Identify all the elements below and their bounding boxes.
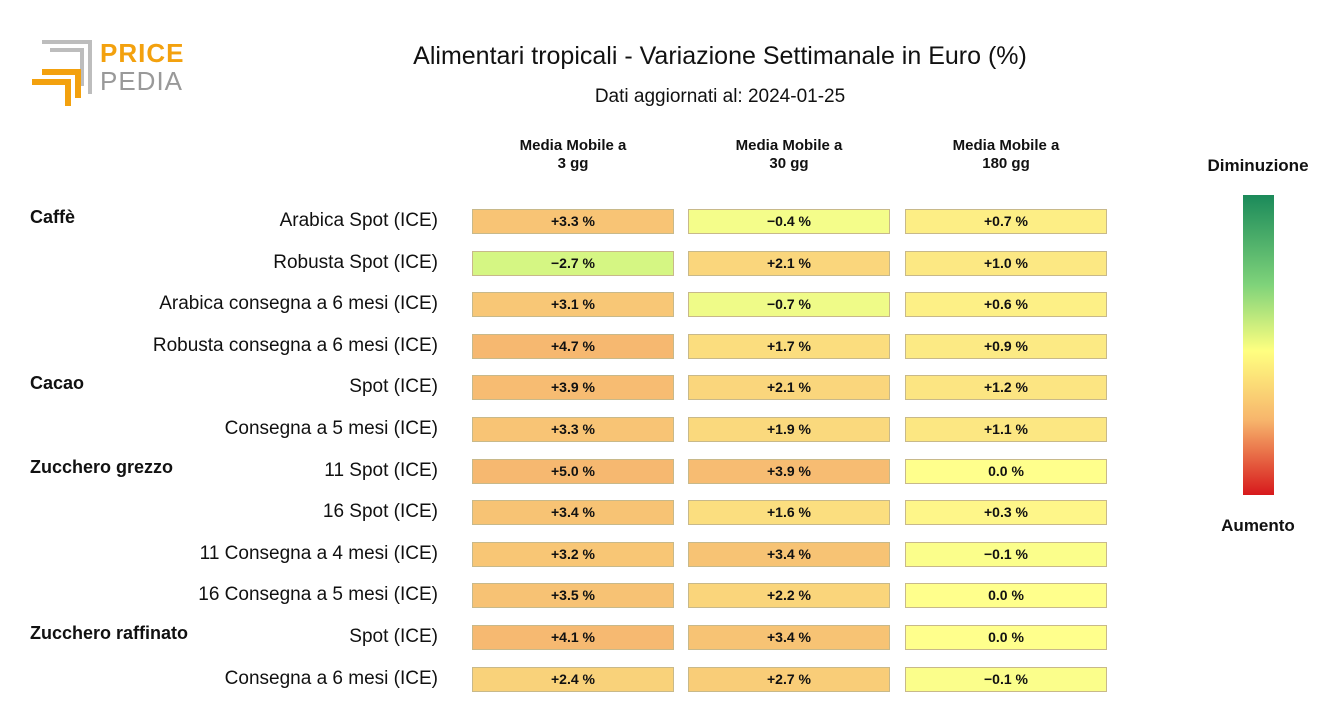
heat-cell: +3.3 % <box>472 417 674 442</box>
row-label: Arabica Spot (ICE) <box>279 210 438 231</box>
heat-cell: −2.7 % <box>472 250 674 276</box>
row-label: Consegna a 6 mesi (ICE) <box>224 667 438 689</box>
heat-cell: +1.1 % <box>905 417 1107 442</box>
heat-cell: +2.7 % <box>688 666 890 692</box>
row-label: 16 Spot (ICE) <box>322 501 438 523</box>
color-scale-bar <box>1243 195 1274 495</box>
category-label: Caffè <box>30 207 76 227</box>
heat-cell: +3.5 % <box>472 583 674 609</box>
column-header-line: Media Mobile a <box>952 137 1060 154</box>
heat-cell: +2.4 % <box>472 666 674 692</box>
column-header-period: 30 gg <box>769 155 809 172</box>
logo-text-price: PRICE <box>100 38 185 68</box>
column-header-line: Media Mobile a <box>735 137 843 154</box>
heat-cell: +3.2 % <box>472 541 674 567</box>
heat-cell: +2.1 % <box>688 375 890 401</box>
heat-cell: 0.0 % <box>905 625 1107 650</box>
category-label: Cacao <box>30 373 85 394</box>
pricepedia-logo: PRICE PEDIA <box>28 38 188 110</box>
column-header-period: 180 gg <box>982 155 1030 172</box>
heat-cell: +0.7 % <box>905 209 1107 234</box>
heat-cell: +2.2 % <box>688 583 890 609</box>
heat-cell: −0.1 % <box>905 541 1107 567</box>
heat-cell: +4.7 % <box>472 333 674 359</box>
heat-cell: +1.6 % <box>688 500 890 526</box>
category-label: Zucchero raffinato <box>30 623 189 643</box>
row-label: Robusta consegna a 6 mesi (ICE) <box>152 334 438 356</box>
heat-cell: +5.0 % <box>472 458 674 484</box>
heat-cell: +1.9 % <box>688 417 890 442</box>
heat-cell: −0.7 % <box>688 292 890 318</box>
legend-bottom-label: Aumento <box>1221 516 1295 535</box>
heat-cell: +1.0 % <box>905 250 1107 276</box>
heat-cell: +3.9 % <box>472 375 674 401</box>
row-label: Spot (ICE) <box>349 376 438 398</box>
heat-cell: +2.1 % <box>688 250 890 276</box>
row-label: Robusta Spot (ICE) <box>273 251 438 273</box>
legend-top-label: Diminuzione <box>1207 156 1309 175</box>
row-label: Spot (ICE) <box>349 626 438 647</box>
heat-cell: +1.2 % <box>905 375 1107 401</box>
heat-cell: +3.1 % <box>472 292 674 318</box>
heat-cell: +0.6 % <box>905 292 1107 318</box>
heat-cell: −0.4 % <box>688 209 890 234</box>
row-label: 16 Consegna a 5 mesi (ICE) <box>198 584 438 606</box>
heat-cell: +3.9 % <box>688 458 890 484</box>
heat-cell: +3.4 % <box>472 500 674 526</box>
logo-mark-icon <box>32 40 92 106</box>
heat-cell: +1.7 % <box>688 333 890 359</box>
column-header: Media Mobile a 180 gg <box>905 137 1107 173</box>
column-header-line: Media Mobile a <box>519 137 627 154</box>
heat-cell: +3.4 % <box>688 625 890 650</box>
row-label: Consegna a 5 mesi (ICE) <box>224 418 438 439</box>
category-label: Zucchero grezzo <box>30 456 174 477</box>
chart-title: Alimentari tropicali - Variazione Settim… <box>413 42 1027 70</box>
chart-subtitle: Dati aggiornati al: 2024-01-25 <box>594 86 846 107</box>
row-label: 11 Consegna a 4 mesi (ICE) <box>199 542 438 564</box>
row-label: 11 Spot (ICE) <box>324 459 438 481</box>
heat-cell: +0.3 % <box>905 500 1107 526</box>
heat-cell: 0.0 % <box>905 458 1107 484</box>
heat-cell: 0.0 % <box>905 583 1107 609</box>
heat-cell: +3.3 % <box>472 209 674 234</box>
column-header: Media Mobile a 30 gg <box>688 137 890 173</box>
heat-cell: −0.1 % <box>905 666 1107 692</box>
heat-cell: +0.9 % <box>905 333 1107 359</box>
heat-cell: +4.1 % <box>472 625 674 650</box>
logo-text-pedia: PEDIA <box>100 66 184 96</box>
heat-cell: +3.4 % <box>688 541 890 567</box>
row-label: Arabica consegna a 6 mesi (ICE) <box>159 293 438 315</box>
column-header-period: 3 gg <box>557 155 589 172</box>
